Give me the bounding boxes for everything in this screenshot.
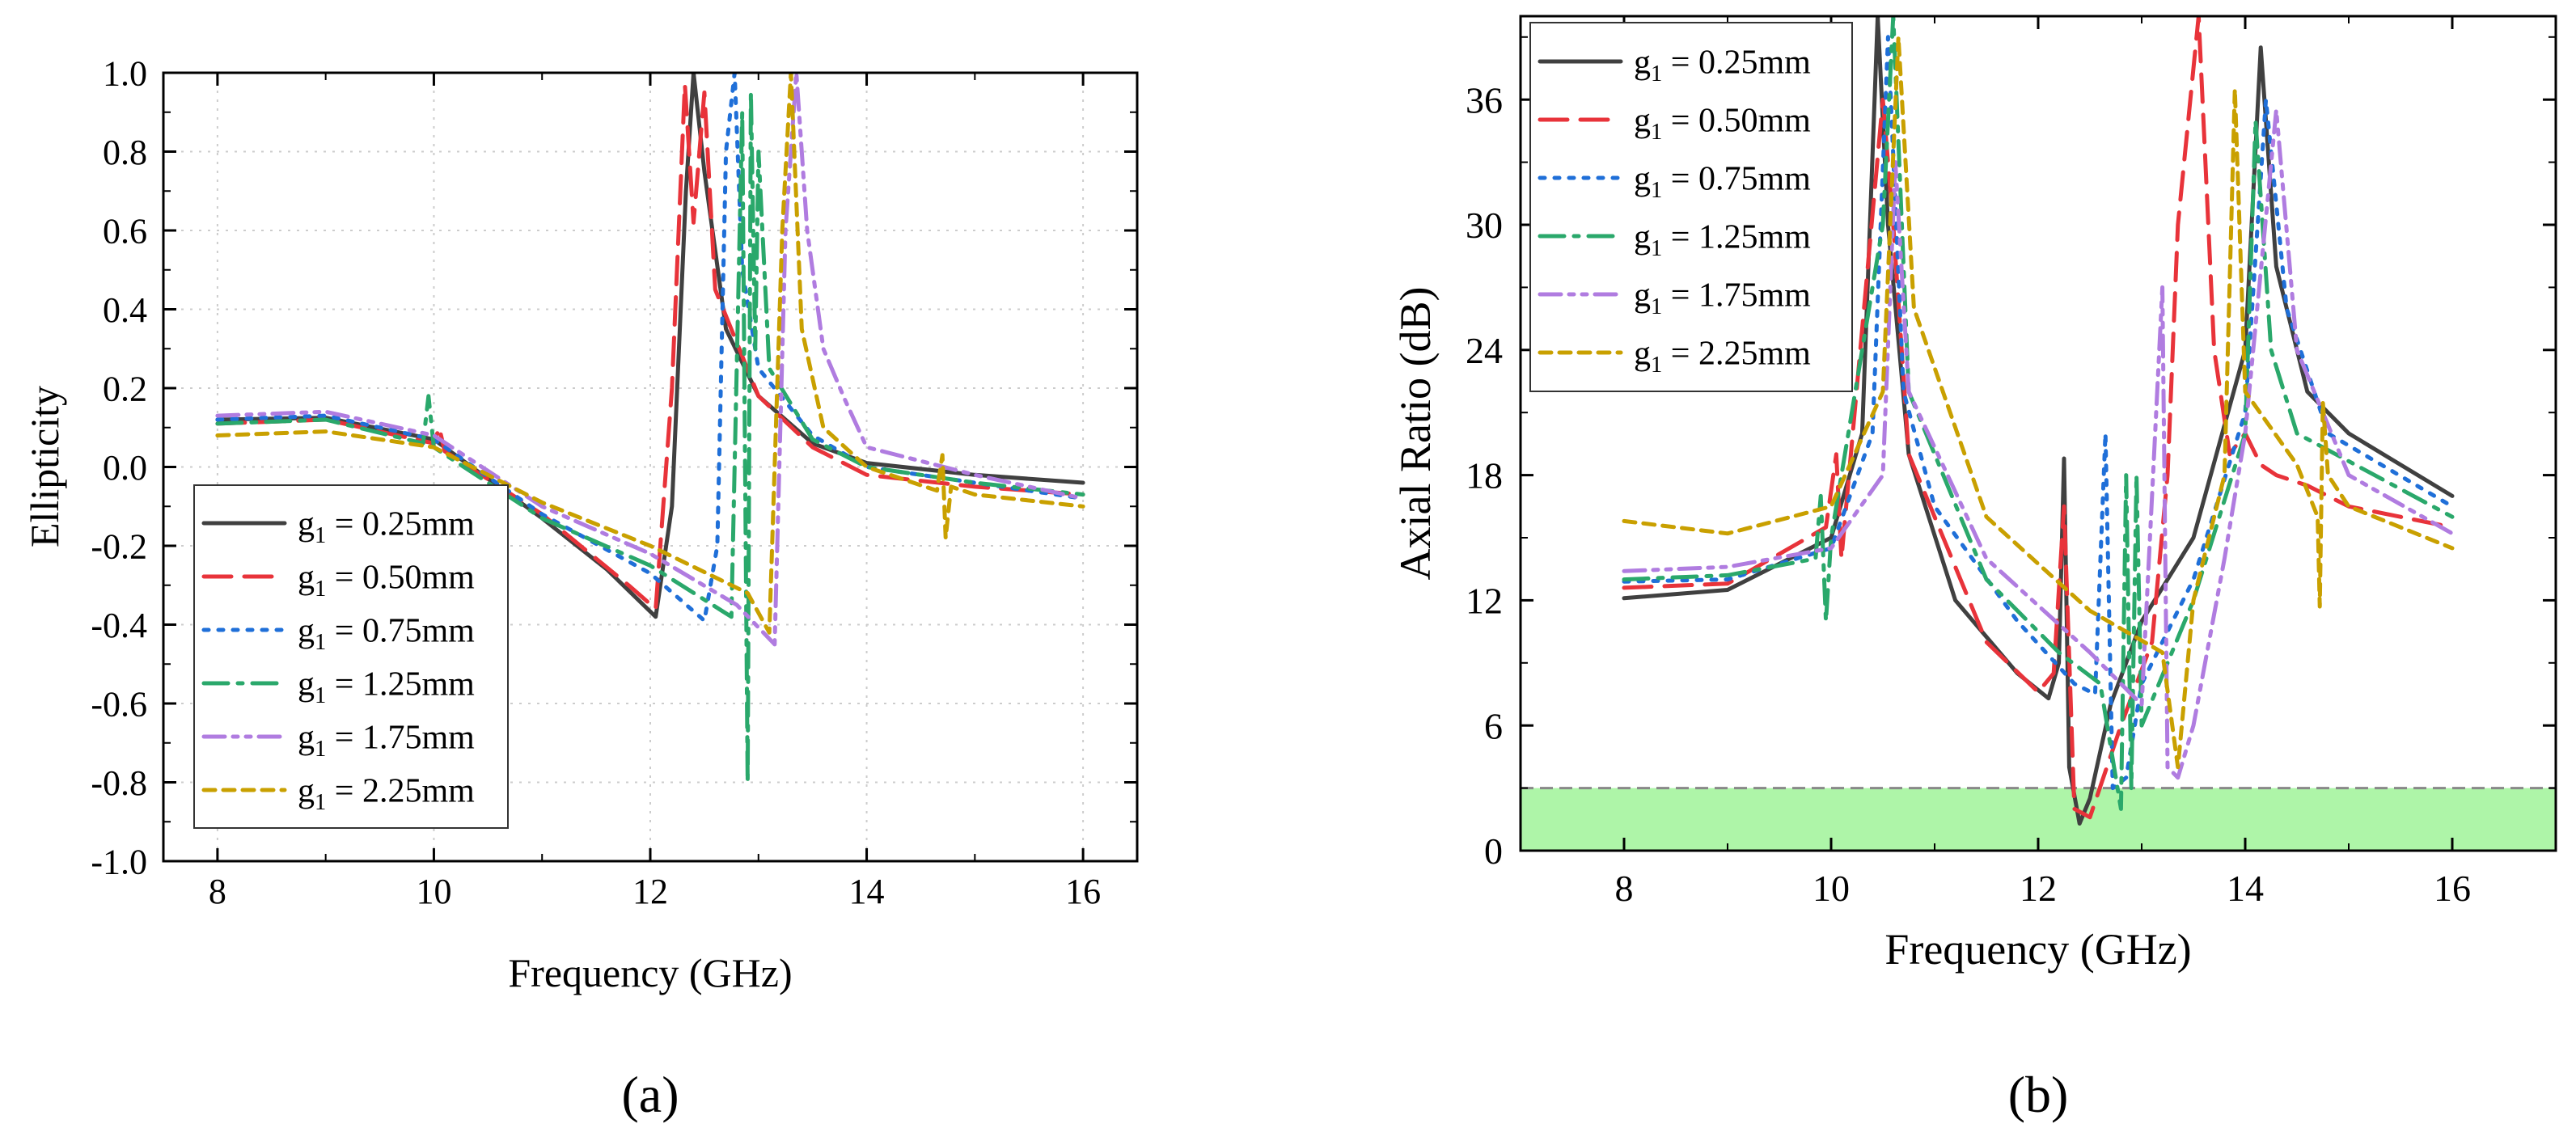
legend-label: g1 = 0.25mm [1634,44,1811,87]
legend-box [193,484,509,829]
series-line-g225 [1622,35,2455,770]
y-tick-label: -0.6 [91,684,147,724]
x-tick-label: 14 [2227,868,2264,909]
x-tick-label: 10 [416,872,451,911]
x-tick-label: 16 [2434,868,2471,909]
legend-label: g1 = 1.75mm [298,720,475,762]
x-tick-label: 14 [849,872,885,911]
panel-b-series-group [1622,16,2455,826]
x-tick-label: 8 [1615,868,1634,909]
y-tick-label: -1.0 [91,842,147,881]
y-tick-label: 0.0 [103,448,147,488]
series-line-g050 [215,82,1085,611]
series-line-g175 [1622,108,2455,780]
legend-label: g1 = 2.25mm [298,773,475,815]
series-line-g175 [215,73,1085,647]
legend-label: g1 = 0.75mm [298,613,475,655]
y-tick-label: 12 [1466,581,1503,622]
y-tick-label: 0.2 [103,369,147,408]
panel-b-axial-ratio-chart: 8 10 12 14 16 0 6 12 18 24 30 36 Frequency (GHz) Ax… [1391,15,2557,1123]
y-tick-label: 18 [1466,455,1503,496]
panel-a-series-group [215,73,1085,784]
panel-a-x-axis-label: Frequency (GHz) [508,950,792,995]
panel-b-panel-label: (b) [2008,1066,2069,1123]
panel-a-y-axis-label: Ellipticity [22,386,67,547]
legend-label: g1 = 1.25mm [298,666,475,708]
legend-label: g1 = 0.75mm [1634,161,1811,203]
x-tick-label: 16 [1065,872,1101,911]
y-tick-label: 0 [1484,830,1503,872]
series-line-g125 [215,90,1085,784]
x-tick-label: 8 [209,872,226,911]
series-line-g050 [1622,16,2455,820]
y-tick-label: 1.0 [103,53,147,93]
x-tick-label: 12 [632,872,668,911]
legend-label: g1 = 0.50mm [1634,103,1811,145]
legend-label: g1 = 1.25mm [1634,219,1811,261]
panel-b-legend: g1 = 0.25mm g1 = 0.50mm g1 = 0.75mm g1 = 1.… [1529,22,1853,392]
panel-b-y-axis-label: Axial Ratio (dB) [1391,287,1440,581]
y-tick-label: -0.4 [91,606,147,645]
x-tick-label: 10 [1813,868,1850,909]
panel-a-axes: 8 10 12 14 16 -1.0 -0.8 -0.6 -0.4 -0.2 0.0 0.2 0.4 0.… [91,53,1137,911]
x-tick-label: 12 [2020,868,2057,909]
legend-box [1529,22,1853,392]
panel-b-axes: 8 10 12 14 16 0 6 12 18 24 30 36 [1466,16,2557,909]
legend-label: g1 = 0.50mm [298,560,475,602]
y-tick-label: 0.8 [103,133,147,172]
panel-a-legend: g1 = 0.25mm g1 = 0.50mm g1 = 0.75mm g1 = 1.… [193,484,509,829]
series-line-g225 [215,73,1085,635]
legend-label: g1 = 2.25mm [1634,336,1811,378]
series-line-g125 [1622,16,2455,811]
y-tick-label: -0.2 [91,526,147,566]
y-tick-label: 6 [1484,705,1503,746]
y-tick-label: 0.4 [103,290,147,330]
panel-a-ellipticity-chart: 8 10 12 14 16 -1.0 -0.8 -0.6 -0.4 -0.2 0.0 0.2 0.4 0.… [22,53,1139,1123]
legend-label: g1 = 0.25mm [298,506,475,548]
y-tick-label: -0.8 [91,763,147,803]
panel-a-panel-label: (a) [621,1066,679,1123]
y-tick-label: 30 [1466,205,1503,246]
y-tick-label: 0.6 [103,211,147,251]
series-line-g075 [1622,35,2455,791]
legend-label: g1 = 1.75mm [1634,277,1811,319]
y-tick-label: 24 [1466,330,1503,371]
y-tick-label: 36 [1466,79,1503,120]
panel-b-x-axis-label: Frequency (GHz) [1884,925,2191,974]
